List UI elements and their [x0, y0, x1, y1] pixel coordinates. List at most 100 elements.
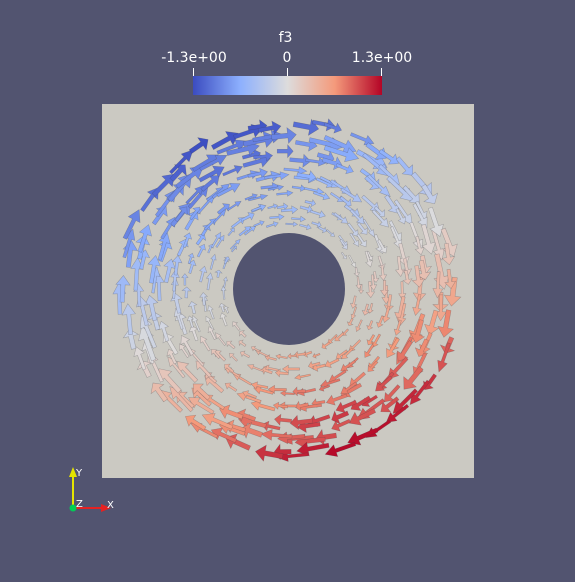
vector-glyph — [386, 337, 400, 359]
vector-glyph — [222, 276, 228, 288]
vector-glyph — [243, 226, 257, 236]
vector-glyph — [253, 150, 274, 162]
vector-glyph — [186, 315, 195, 329]
vector-glyph — [369, 274, 378, 292]
vector-glyph — [246, 364, 264, 373]
vector-glyph — [264, 171, 290, 181]
vector-glyph — [224, 363, 235, 374]
vector-glyph — [371, 209, 389, 228]
vector-glyph — [133, 346, 147, 371]
vector-glyph — [416, 259, 432, 281]
vector-glyph — [427, 206, 444, 237]
vector-glyph — [196, 243, 206, 258]
vector-glyph — [291, 184, 306, 192]
vector-glyph — [226, 340, 236, 350]
vector-glyph — [158, 368, 182, 394]
vector-glyph — [340, 187, 363, 203]
vector-glyph — [130, 256, 144, 291]
vector-glyph — [199, 265, 208, 283]
vector-glyph — [269, 213, 285, 221]
vector-glyph — [276, 189, 294, 197]
vector-glyph — [367, 360, 379, 372]
vector-glyph — [260, 429, 293, 441]
vector-glyph — [188, 137, 209, 154]
vector-glyph — [353, 266, 361, 277]
vector-glyph — [216, 139, 248, 155]
y-axis-arrowhead — [69, 467, 77, 477]
vector-glyph — [250, 381, 269, 390]
vector-glyph — [411, 265, 426, 288]
vector-glyph — [192, 314, 201, 333]
vector-glyph — [285, 221, 299, 227]
vector-glyph — [170, 269, 180, 292]
legend-min-label: -1.3e+00 — [161, 50, 227, 66]
vector-glyph — [200, 335, 211, 352]
vector-glyph — [325, 229, 336, 237]
vector-glyph — [187, 252, 195, 265]
vector-glyph — [335, 349, 348, 359]
vector-glyph — [253, 385, 274, 395]
vector-glyph — [181, 273, 189, 286]
vector-glyph — [205, 315, 214, 330]
vector-glyph — [188, 325, 199, 342]
vector-glyph — [365, 281, 376, 299]
arrow-glyph-layer — [112, 118, 462, 462]
vector-glyph — [377, 239, 388, 254]
vector-glyph — [198, 165, 225, 183]
vector-glyph — [215, 234, 225, 248]
vector-glyph — [435, 294, 447, 322]
vector-glyph — [150, 382, 168, 403]
color-legend-bar — [193, 76, 382, 95]
vector-glyph — [251, 203, 267, 212]
vector-glyph — [169, 149, 194, 175]
vector-glyph — [381, 305, 391, 324]
vector-glyph — [261, 420, 281, 432]
vector-glyph — [421, 183, 438, 205]
vector-glyph — [364, 250, 373, 268]
vector-glyph — [340, 381, 358, 395]
vector-glyph — [321, 341, 331, 350]
vector-glyph — [356, 233, 367, 248]
vector-glyph — [296, 441, 330, 457]
vector-glyph — [347, 427, 379, 446]
legend-max-label: 1.3e+00 — [351, 50, 413, 66]
vector-glyph — [348, 254, 356, 269]
vector-glyph — [444, 268, 457, 290]
vector-glyph — [216, 182, 241, 198]
vector-glyph — [331, 410, 350, 425]
vector-glyph — [378, 148, 399, 165]
vector-glyph — [414, 235, 425, 256]
vector-glyph — [329, 191, 344, 202]
vector-glyph — [253, 220, 265, 227]
vector-glyph — [304, 198, 317, 208]
vector-glyph — [327, 333, 338, 345]
vector-glyph — [346, 318, 354, 326]
vector-glyph — [287, 352, 298, 360]
vector-glyph — [371, 271, 380, 283]
vector-glyph — [366, 320, 374, 331]
vector-glyph — [157, 320, 170, 342]
vector-glyph — [274, 413, 292, 426]
vector-glyph — [318, 384, 331, 392]
vector-glyph — [340, 251, 347, 260]
vector-glyph — [115, 275, 131, 303]
vector-glyph — [333, 212, 349, 224]
vector-glyph — [192, 383, 211, 401]
vector-glyph — [299, 204, 313, 214]
vector-glyph — [328, 369, 347, 383]
vector-glyph — [220, 285, 227, 300]
vector-glyph — [355, 319, 363, 333]
vector-glyph — [395, 156, 413, 176]
vector-glyph — [299, 223, 312, 231]
vector-glyph — [175, 166, 204, 189]
vector-glyph — [443, 276, 462, 307]
vector-glyph — [275, 353, 288, 360]
vector-glyph — [122, 328, 140, 350]
vector-glyph — [265, 221, 279, 228]
vector-glyph — [398, 281, 407, 301]
vector-glyph — [272, 401, 289, 410]
vector-glyph — [412, 293, 422, 317]
vector-glyph — [325, 393, 348, 406]
